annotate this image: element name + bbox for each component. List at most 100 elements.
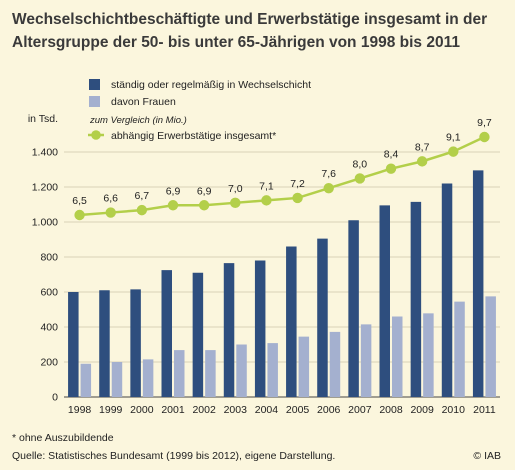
x-axis-ticks: 1998 1999 2000 2001 2002 2003 2004 2005 2006 2007… bbox=[68, 404, 496, 416]
bar-series-2 bbox=[298, 336, 310, 397]
legend-label-series-2: davon Frauen bbox=[111, 96, 176, 108]
line-data-label: 9,7 bbox=[477, 117, 492, 129]
y-tick-label: 800 bbox=[40, 252, 58, 264]
bar-series-1 bbox=[161, 270, 172, 397]
copyright-iab: © IAB bbox=[473, 450, 501, 462]
bar-series-2 bbox=[485, 296, 496, 397]
line-point bbox=[479, 131, 490, 143]
bar-series-1 bbox=[441, 183, 453, 397]
bar-series-2 bbox=[267, 343, 278, 397]
legend-marker-series-3 bbox=[91, 130, 101, 140]
line-data-label: 8,7 bbox=[415, 141, 430, 153]
line-point bbox=[448, 146, 459, 157]
line-data-label: 6,6 bbox=[103, 193, 118, 205]
y-tick-label: 400 bbox=[40, 322, 58, 334]
y-axis-unit-label: in Tsd. bbox=[28, 113, 58, 125]
y-tick-label: 200 bbox=[40, 357, 58, 369]
bar-series-1 bbox=[379, 205, 390, 397]
x-tick-label: 2007 bbox=[348, 404, 372, 416]
bar-series-2 bbox=[142, 359, 154, 397]
bar-series-2 bbox=[360, 324, 372, 397]
line-data-label: 7,1 bbox=[259, 180, 274, 192]
bar-series-1 bbox=[99, 290, 110, 397]
x-tick-label: 2011 bbox=[473, 404, 496, 416]
bar-series-1 bbox=[348, 220, 359, 397]
legend-swatch-series-2 bbox=[89, 96, 100, 107]
y-tick-label: 1.000 bbox=[32, 217, 58, 229]
legend-label-series-3: abhängig Erwerbstätige insgesamt* bbox=[111, 130, 276, 142]
x-tick-label: 2002 bbox=[192, 404, 216, 416]
y-tick-label: 0 bbox=[52, 392, 58, 404]
line-series-path bbox=[79, 135, 485, 217]
x-tick-label: 2009 bbox=[410, 404, 434, 416]
line-point bbox=[385, 163, 397, 174]
x-tick-label: 2003 bbox=[224, 404, 248, 416]
x-tick-label: 2005 bbox=[286, 404, 310, 416]
x-tick-label: 1999 bbox=[99, 404, 123, 416]
bar-series-2 bbox=[111, 362, 123, 397]
line-point bbox=[105, 207, 116, 218]
footnote-no-trainees: * ohne Auszubildende bbox=[12, 432, 114, 444]
line-point bbox=[416, 156, 428, 167]
bars bbox=[68, 170, 496, 397]
line-data-label: 8,4 bbox=[384, 149, 399, 161]
x-tick-label: 2006 bbox=[317, 404, 341, 416]
source-note: Quelle: Statistisches Bundesamt (1999 bi… bbox=[12, 450, 336, 462]
line-point bbox=[292, 192, 303, 204]
legend-label-series-1: ständig oder regelmäßig in Wechselschich… bbox=[111, 79, 311, 91]
bar-series-2 bbox=[205, 350, 216, 397]
line-data-label: 9,1 bbox=[446, 132, 461, 144]
bar-series-2 bbox=[329, 331, 341, 397]
x-tick-label: 2001 bbox=[161, 404, 185, 416]
line-point bbox=[261, 195, 272, 206]
line-series: 6,5 6,6 6,7 6,9 6,9 7,0 7,1 7,2 7,6 8,0 8,4 8,7 9,1 9… bbox=[72, 117, 492, 221]
line-data-label: 7,2 bbox=[290, 178, 305, 190]
bar-series-2 bbox=[392, 316, 403, 397]
legend-swatch-series-1 bbox=[89, 79, 100, 90]
legend: ständig oder regelmäßig in Wechselschich… bbox=[88, 79, 311, 142]
x-tick-label: 2008 bbox=[379, 404, 403, 416]
bar-series-2 bbox=[454, 301, 465, 397]
line-point bbox=[74, 209, 85, 221]
bar-series-1 bbox=[223, 263, 235, 397]
line-point bbox=[230, 197, 241, 209]
bar-series-2 bbox=[423, 313, 434, 397]
line-data-label: 6,9 bbox=[166, 185, 181, 197]
line-point bbox=[198, 200, 210, 211]
x-tick-label: 2010 bbox=[442, 404, 466, 416]
x-tick-label: 2000 bbox=[130, 404, 154, 416]
bar-series-1 bbox=[254, 260, 266, 397]
y-axis-ticks: 0 200 400 600 800 1.000 1.200 1.400 bbox=[32, 147, 58, 404]
bar-series-1 bbox=[472, 170, 484, 397]
legend-comparison-header: zum Vergleich (in Mio.) bbox=[89, 115, 187, 126]
bar-series-1 bbox=[68, 292, 79, 397]
bar-series-2 bbox=[236, 344, 247, 397]
bar-series-1 bbox=[192, 272, 204, 397]
line-point bbox=[136, 204, 148, 216]
bar-series-2 bbox=[80, 363, 92, 397]
chart-title: Wechselschichtbeschäftigte und Erwerbstä… bbox=[12, 8, 507, 54]
line-data-label: 6,7 bbox=[135, 190, 150, 202]
chart-title-line-2: Altersgruppe der 50- bis unter 65-Jährig… bbox=[12, 34, 460, 51]
y-tick-label: 1.400 bbox=[32, 147, 58, 159]
bar-series-1 bbox=[286, 246, 297, 397]
x-tick-label: 1998 bbox=[68, 404, 92, 416]
chart-title-line-1: Wechselschichtbeschäftigte und Erwerbstä… bbox=[12, 11, 488, 28]
bar-series-1 bbox=[410, 201, 422, 397]
line-data-label: 7,0 bbox=[228, 183, 243, 195]
bar-series-2 bbox=[174, 350, 185, 397]
x-tick-label: 2004 bbox=[255, 404, 279, 416]
line-point bbox=[354, 173, 366, 184]
line-data-label: 7,6 bbox=[321, 168, 336, 180]
y-tick-label: 1.200 bbox=[32, 182, 58, 194]
y-tick-label: 600 bbox=[40, 287, 58, 299]
line-data-label: 6,9 bbox=[197, 185, 212, 197]
bar-series-1 bbox=[130, 289, 141, 397]
line-data-label: 6,5 bbox=[72, 195, 87, 207]
gridlines bbox=[64, 151, 500, 363]
line-point bbox=[323, 182, 334, 194]
line-data-label: 8,0 bbox=[353, 158, 368, 170]
bar-series-1 bbox=[317, 238, 328, 397]
line-point bbox=[167, 200, 179, 211]
